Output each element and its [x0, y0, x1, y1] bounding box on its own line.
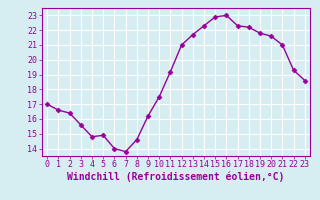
X-axis label: Windchill (Refroidissement éolien,°C): Windchill (Refroidissement éolien,°C): [67, 172, 285, 182]
